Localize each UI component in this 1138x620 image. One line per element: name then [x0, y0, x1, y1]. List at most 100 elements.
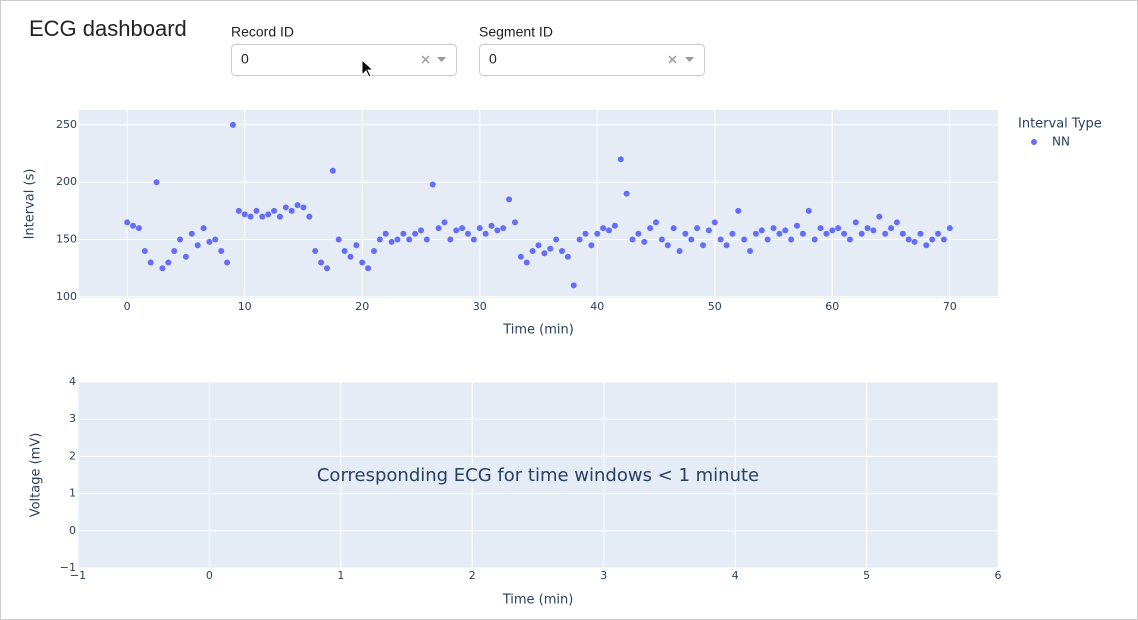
data-point	[417, 227, 424, 234]
x-tick-label: 30	[473, 300, 487, 313]
data-point	[576, 236, 583, 243]
data-point	[435, 225, 442, 232]
caret-icon[interactable]	[685, 57, 694, 62]
data-point	[423, 236, 430, 243]
data-point	[723, 242, 730, 249]
data-point	[124, 219, 131, 226]
data-point	[130, 222, 137, 229]
data-point	[541, 250, 548, 257]
data-point	[235, 207, 242, 214]
data-point	[323, 265, 330, 272]
data-point	[394, 236, 401, 243]
data-point	[899, 230, 906, 237]
data-point	[470, 236, 477, 243]
data-point	[282, 204, 289, 211]
data-point	[770, 225, 777, 232]
data-point	[453, 227, 460, 234]
dropdown-label: Record ID	[231, 24, 294, 40]
series-points	[124, 121, 953, 289]
data-point	[288, 207, 295, 214]
data-point	[500, 225, 507, 232]
x-tick-label: 1	[337, 569, 344, 582]
data-point	[459, 225, 466, 232]
y-tick-label: 100	[56, 290, 77, 303]
plot-area	[79, 110, 998, 298]
data-point	[511, 219, 518, 226]
mouse-cursor	[361, 58, 375, 78]
data-point	[182, 253, 189, 260]
data-point	[858, 230, 865, 237]
data-point	[376, 236, 383, 243]
data-point	[241, 211, 248, 218]
data-point	[341, 248, 348, 254]
dropdown-box[interactable]	[479, 44, 705, 76]
dropdown-box[interactable]	[231, 44, 457, 76]
data-point	[517, 253, 524, 260]
data-point	[588, 242, 595, 249]
caret-icon[interactable]	[437, 57, 446, 62]
legend-title: Interval Type	[1018, 117, 1102, 132]
plot-area	[78, 382, 998, 568]
data-point	[135, 225, 142, 232]
data-point	[747, 248, 754, 254]
data-point	[335, 236, 342, 243]
data-point	[888, 225, 895, 232]
data-point	[412, 230, 419, 237]
data-point	[658, 236, 665, 243]
data-point	[782, 227, 789, 234]
legend-label: NN	[1052, 135, 1070, 149]
y-tick-label: 3	[69, 412, 76, 425]
data-point	[406, 236, 413, 243]
data-point	[159, 265, 166, 272]
data-point	[441, 219, 448, 226]
record-dropdown[interactable]: Record ID 0	[231, 24, 457, 76]
data-point	[682, 230, 689, 237]
y-tick-label: 250	[56, 118, 77, 131]
data-point	[600, 225, 607, 232]
clear-icon[interactable]	[668, 55, 677, 64]
data-point	[165, 259, 172, 266]
data-point	[611, 222, 618, 229]
x-tick-label: 5	[863, 569, 870, 582]
data-point	[717, 236, 724, 243]
data-point	[940, 236, 947, 243]
data-point	[535, 242, 542, 249]
data-point	[870, 227, 877, 234]
data-point	[799, 230, 806, 237]
dropdown-value: 0	[489, 51, 497, 67]
data-point	[271, 207, 278, 214]
data-point	[741, 236, 748, 243]
data-point	[188, 230, 195, 237]
x-tick-label: 10	[238, 300, 252, 313]
y-tick-label: 200	[56, 175, 77, 188]
data-point	[606, 227, 613, 234]
data-point	[559, 248, 566, 254]
data-point	[664, 242, 671, 249]
data-point	[653, 219, 660, 226]
data-point	[388, 238, 395, 245]
page-title: ECG dashboard	[29, 16, 187, 41]
data-point	[447, 236, 454, 243]
data-point	[635, 230, 642, 237]
data-point	[147, 259, 154, 266]
data-point	[212, 236, 219, 243]
data-point	[482, 230, 489, 237]
data-point	[553, 236, 560, 243]
data-point	[670, 225, 677, 232]
x-tick-label: 20	[355, 300, 369, 313]
data-point	[835, 225, 842, 232]
x-tick-label: −1	[70, 569, 86, 582]
data-point	[946, 225, 953, 232]
data-point	[306, 213, 313, 220]
clear-icon[interactable]	[421, 55, 430, 64]
data-point	[153, 179, 160, 186]
data-point	[764, 236, 771, 243]
x-tick-label: 0	[124, 300, 131, 313]
segment-dropdown[interactable]: Segment ID 0	[479, 24, 705, 76]
data-point	[735, 207, 742, 214]
data-point	[365, 265, 372, 272]
data-point	[171, 248, 178, 254]
data-point	[247, 213, 254, 220]
